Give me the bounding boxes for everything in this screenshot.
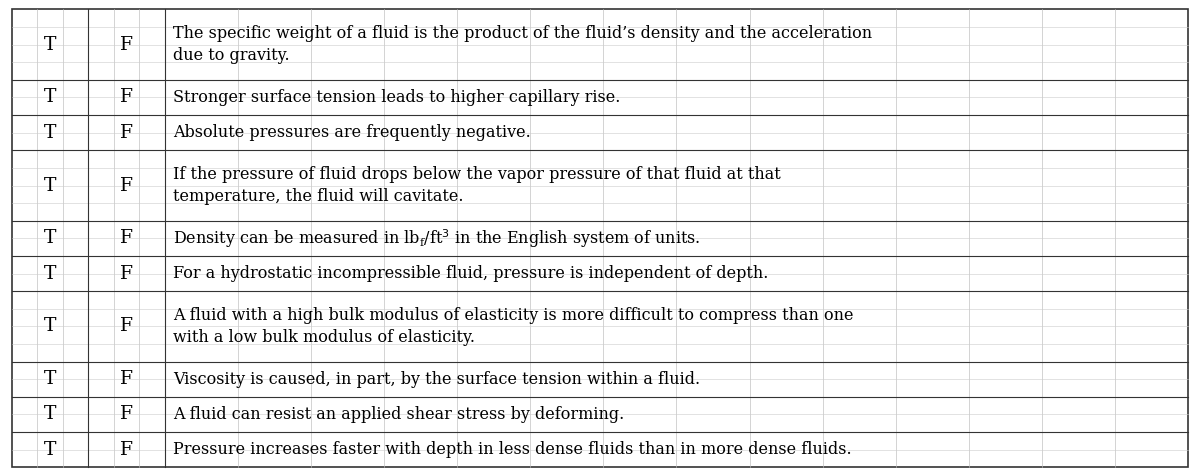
Text: T: T bbox=[44, 36, 56, 54]
Text: F: F bbox=[120, 36, 133, 54]
Text: T: T bbox=[44, 124, 56, 142]
Text: F: F bbox=[120, 265, 133, 283]
Text: A fluid with a high bulk modulus of elasticity is more difficult to compress tha: A fluid with a high bulk modulus of elas… bbox=[173, 307, 853, 346]
Text: T: T bbox=[44, 405, 56, 423]
Text: Absolute pressures are frequently negative.: Absolute pressures are frequently negati… bbox=[173, 124, 530, 141]
Text: T: T bbox=[44, 317, 56, 336]
Text: Pressure increases faster with depth in less dense fluids than in more dense flu: Pressure increases faster with depth in … bbox=[173, 441, 852, 458]
Text: F: F bbox=[120, 124, 133, 142]
Text: If the pressure of fluid drops below the vapor pressure of that fluid at that
te: If the pressure of fluid drops below the… bbox=[173, 166, 781, 205]
Text: F: F bbox=[120, 441, 133, 459]
Text: T: T bbox=[44, 88, 56, 107]
Text: F: F bbox=[120, 317, 133, 336]
Text: Density can be measured in lb$_\mathregular{f}$/ft$^3$ in the English system of : Density can be measured in lb$_\mathregu… bbox=[173, 227, 701, 250]
Text: T: T bbox=[44, 441, 56, 459]
Text: T: T bbox=[44, 265, 56, 283]
Text: A fluid can resist an applied shear stress by deforming.: A fluid can resist an applied shear stre… bbox=[173, 406, 624, 423]
Text: T: T bbox=[44, 229, 56, 247]
Text: Viscosity is caused, in part, by the surface tension within a fluid.: Viscosity is caused, in part, by the sur… bbox=[173, 371, 701, 388]
Text: For a hydrostatic incompressible fluid, pressure is independent of depth.: For a hydrostatic incompressible fluid, … bbox=[173, 265, 768, 282]
Text: The specific weight of a fluid is the product of the fluid’s density and the acc: The specific weight of a fluid is the pr… bbox=[173, 25, 872, 64]
Text: Stronger surface tension leads to higher capillary rise.: Stronger surface tension leads to higher… bbox=[173, 89, 620, 106]
Text: F: F bbox=[120, 370, 133, 388]
Text: T: T bbox=[44, 370, 56, 388]
Text: F: F bbox=[120, 405, 133, 423]
Text: F: F bbox=[120, 88, 133, 107]
Text: F: F bbox=[120, 229, 133, 247]
Text: T: T bbox=[44, 177, 56, 194]
Text: F: F bbox=[120, 177, 133, 194]
